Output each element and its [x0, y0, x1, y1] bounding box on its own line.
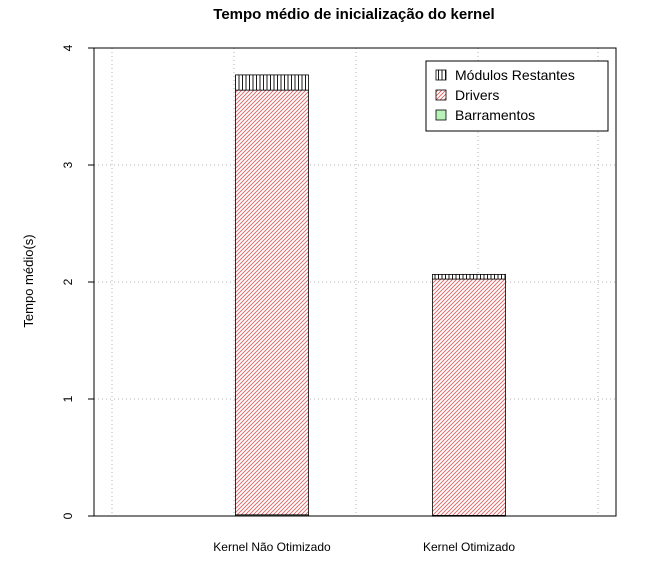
y-tick-label: 1	[61, 395, 75, 402]
y-tick-label: 2	[61, 278, 75, 285]
bar-segment-m-dulos-restantes-2	[432, 273, 506, 280]
chart-title: Tempo médio de inicialização do kernel	[213, 6, 494, 23]
legend-swatch	[435, 69, 447, 81]
bar-segment-drivers-2	[432, 278, 506, 516]
legend-box	[425, 60, 609, 132]
y-tick-label: 0	[61, 512, 75, 519]
x-axis: Kernel Não Otimizado Kernel Otimizado	[213, 540, 515, 554]
legend-label: Módulos Restantes	[455, 67, 575, 83]
legend-label: Drivers	[455, 87, 499, 103]
bars	[235, 74, 506, 517]
y-tick-label: 4	[61, 44, 75, 51]
legend: Módulos Restantes Drivers Barramentos	[425, 60, 609, 132]
y-axis: 0 1 2 3 4	[61, 44, 94, 519]
bar-segment-drivers-1	[235, 89, 309, 516]
y-tick-label: 3	[61, 161, 75, 168]
bar-segment-m-dulos-restantes-1	[235, 74, 309, 91]
legend-swatch	[435, 109, 447, 121]
legend-swatch	[435, 89, 447, 101]
x-tick-label: Kernel Otimizado	[423, 540, 515, 554]
legend-label: Barramentos	[455, 107, 535, 123]
y-axis-label: Tempo médio(s)	[21, 234, 36, 327]
x-tick-label: Kernel Não Otimizado	[213, 540, 331, 554]
